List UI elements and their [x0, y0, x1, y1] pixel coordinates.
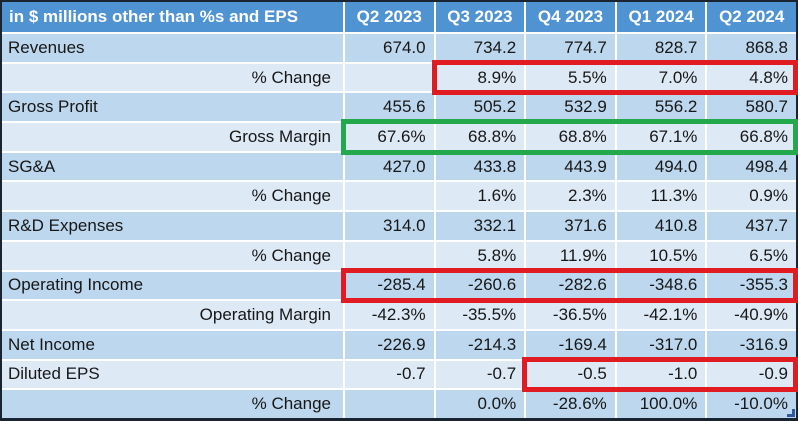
- column-header[interactable]: Q1 2024: [616, 2, 706, 32]
- table-cell[interactable]: 868.8: [707, 34, 796, 62]
- table-cell[interactable]: 427.0: [345, 152, 434, 181]
- row-label[interactable]: % Change: [2, 182, 343, 211]
- table-cell[interactable]: -1.0: [616, 360, 706, 389]
- table-cell[interactable]: 0.9%: [707, 182, 796, 211]
- table-cell[interactable]: -169.4: [526, 330, 615, 359]
- table-cell[interactable]: 455.6: [345, 93, 434, 122]
- table-cell[interactable]: 314.0: [345, 212, 434, 240]
- row-label[interactable]: Operating Income: [2, 271, 343, 300]
- table-cell[interactable]: 0.0%: [435, 390, 525, 418]
- table-resize-handle[interactable]: [787, 409, 795, 417]
- table-cell[interactable]: -260.6: [435, 271, 525, 300]
- table-cell[interactable]: 332.1: [435, 212, 525, 240]
- column-header[interactable]: Q4 2023: [526, 2, 615, 32]
- table-cell[interactable]: -355.3: [707, 271, 796, 300]
- table-cell[interactable]: -36.5%: [526, 301, 615, 329]
- table-cell[interactable]: 5.5%: [526, 63, 615, 92]
- table-cell[interactable]: -28.6%: [526, 390, 615, 418]
- table-cell[interactable]: 66.8%: [707, 123, 796, 151]
- table-cell[interactable]: 556.2: [616, 93, 706, 122]
- table-cell[interactable]: -10.0%: [707, 390, 796, 418]
- table-cell[interactable]: 68.8%: [526, 123, 615, 151]
- table-cell[interactable]: 11.9%: [526, 241, 615, 270]
- table-cell[interactable]: 774.7: [526, 34, 615, 62]
- table-cell[interactable]: -0.9: [707, 360, 796, 389]
- row-label[interactable]: SG&A: [2, 152, 343, 181]
- table-cell[interactable]: -285.4: [345, 271, 434, 300]
- table-cell[interactable]: [345, 390, 434, 418]
- table-cell[interactable]: 674.0: [345, 34, 434, 62]
- table-cell[interactable]: -42.1%: [616, 301, 706, 329]
- row-label[interactable]: Revenues: [2, 34, 343, 62]
- table-cell[interactable]: 532.9: [526, 93, 615, 122]
- table-cell[interactable]: 11.3%: [616, 182, 706, 211]
- row-label[interactable]: % Change: [2, 63, 343, 92]
- table-cell[interactable]: -42.3%: [345, 301, 434, 329]
- row-label[interactable]: Net Income: [2, 330, 343, 359]
- table-cell[interactable]: 10.5%: [616, 241, 706, 270]
- table-cell[interactable]: 410.8: [616, 212, 706, 240]
- table-cell[interactable]: -214.3: [435, 330, 525, 359]
- row-label[interactable]: Gross Profit: [2, 93, 343, 122]
- table-title-header[interactable]: in $ millions other than %s and EPS: [2, 2, 343, 32]
- table-cell[interactable]: 67.6%: [345, 123, 434, 151]
- table-cell[interactable]: [345, 241, 434, 270]
- table-cell[interactable]: -282.6: [526, 271, 615, 300]
- table-cell[interactable]: 433.8: [435, 152, 525, 181]
- table-cell[interactable]: 100.0%: [616, 390, 706, 418]
- table-cell[interactable]: -317.0: [616, 330, 706, 359]
- table-cell[interactable]: -0.5: [526, 360, 615, 389]
- table-cell[interactable]: -226.9: [345, 330, 434, 359]
- table-cell[interactable]: -316.9: [707, 330, 796, 359]
- table-cell[interactable]: -0.7: [435, 360, 525, 389]
- table-cell[interactable]: 6.5%: [707, 241, 796, 270]
- column-header[interactable]: Q3 2023: [435, 2, 525, 32]
- table-cell[interactable]: 828.7: [616, 34, 706, 62]
- table-cell[interactable]: 5.8%: [435, 241, 525, 270]
- table-cell[interactable]: 67.1%: [616, 123, 706, 151]
- table-cell[interactable]: [345, 63, 434, 92]
- table-cell[interactable]: 580.7: [707, 93, 796, 122]
- table-cell[interactable]: 505.2: [435, 93, 525, 122]
- table-cell[interactable]: [345, 182, 434, 211]
- table-cell[interactable]: 2.3%: [526, 182, 615, 211]
- row-label[interactable]: Gross Margin: [2, 123, 343, 151]
- table-cell[interactable]: 437.7: [707, 212, 796, 240]
- row-label[interactable]: R&D Expenses: [2, 212, 343, 240]
- table-cell[interactable]: 443.9: [526, 152, 615, 181]
- table-cell[interactable]: 734.2: [435, 34, 525, 62]
- table-cell[interactable]: -35.5%: [435, 301, 525, 329]
- table-cell[interactable]: 498.4: [707, 152, 796, 181]
- column-header[interactable]: Q2 2024: [707, 2, 796, 32]
- table-cell[interactable]: 1.6%: [435, 182, 525, 211]
- table-cell[interactable]: 68.8%: [435, 123, 525, 151]
- row-label[interactable]: Diluted EPS: [2, 360, 343, 389]
- table-cell[interactable]: 371.6: [526, 212, 615, 240]
- table-cell[interactable]: 7.0%: [616, 63, 706, 92]
- table-cell[interactable]: -348.6: [616, 271, 706, 300]
- row-label[interactable]: % Change: [2, 241, 343, 270]
- table-cell[interactable]: 494.0: [616, 152, 706, 181]
- table-cell[interactable]: 4.8%: [707, 63, 796, 92]
- table-cell[interactable]: 8.9%: [435, 63, 525, 92]
- table-cell[interactable]: -40.9%: [707, 301, 796, 329]
- column-header[interactable]: Q2 2023: [345, 2, 434, 32]
- row-label[interactable]: % Change: [2, 390, 343, 418]
- table-cell[interactable]: -0.7: [345, 360, 434, 389]
- row-label[interactable]: Operating Margin: [2, 301, 343, 329]
